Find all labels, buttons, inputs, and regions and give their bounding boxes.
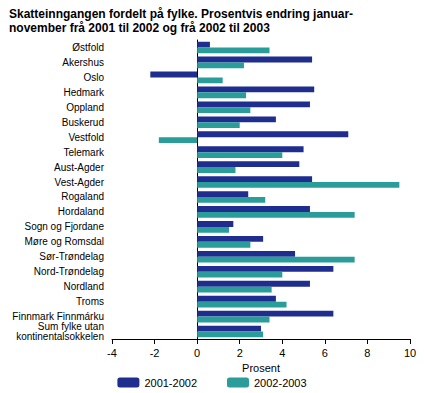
svg-text:-2: -2 xyxy=(150,347,160,359)
svg-text:Sogn og Fjordane: Sogn og Fjordane xyxy=(24,221,104,232)
svg-text:10: 10 xyxy=(404,347,416,359)
svg-text:Akershus: Akershus xyxy=(62,57,104,68)
svg-text:Oslo: Oslo xyxy=(83,72,104,83)
svg-text:Buskerud: Buskerud xyxy=(62,117,104,128)
svg-text:-4: -4 xyxy=(107,347,117,359)
svg-text:Prosent: Prosent xyxy=(242,362,280,374)
svg-text:Østfold: Østfold xyxy=(72,42,104,53)
svg-text:Hedmark: Hedmark xyxy=(63,87,105,98)
svg-text:kontinentalsokkelen: kontinentalsokkelen xyxy=(16,331,104,342)
svg-text:0: 0 xyxy=(194,347,200,359)
svg-text:6: 6 xyxy=(322,347,328,359)
svg-text:Telemark: Telemark xyxy=(63,147,105,158)
svg-text:november frå 2001 til 2002 og: november frå 2001 til 2002 og frå 2002 t… xyxy=(9,21,270,35)
svg-text:4: 4 xyxy=(279,347,285,359)
svg-text:Vest-Agder: Vest-Agder xyxy=(55,177,105,188)
svg-text:Oppland: Oppland xyxy=(66,102,104,113)
svg-text:Aust-Agder: Aust-Agder xyxy=(54,162,105,173)
svg-text:Hordaland: Hordaland xyxy=(58,206,104,217)
svg-text:Skatteinngangen fordelt på fyl: Skatteinngangen fordelt på fylke. Prosen… xyxy=(9,7,353,21)
svg-text:Vestfold: Vestfold xyxy=(68,132,104,143)
svg-text:Sør-Trøndelag: Sør-Trøndelag xyxy=(39,251,104,262)
svg-text:2002-2003: 2002-2003 xyxy=(254,377,307,389)
svg-text:8: 8 xyxy=(364,347,370,359)
svg-text:Rogaland: Rogaland xyxy=(61,191,104,202)
svg-text:Troms: Troms xyxy=(76,296,104,307)
svg-text:Møre og Romsdal: Møre og Romsdal xyxy=(25,236,104,247)
svg-text:Sum fylke utan: Sum fylke utan xyxy=(37,321,104,332)
svg-text:Finnmark Finnmárku: Finnmark Finnmárku xyxy=(12,311,104,323)
svg-text:Nordland: Nordland xyxy=(63,281,104,292)
svg-text:2001-2002: 2001-2002 xyxy=(144,377,197,389)
svg-text:Nord-Trøndelag: Nord-Trøndelag xyxy=(34,266,104,277)
svg-text:2: 2 xyxy=(237,347,243,359)
